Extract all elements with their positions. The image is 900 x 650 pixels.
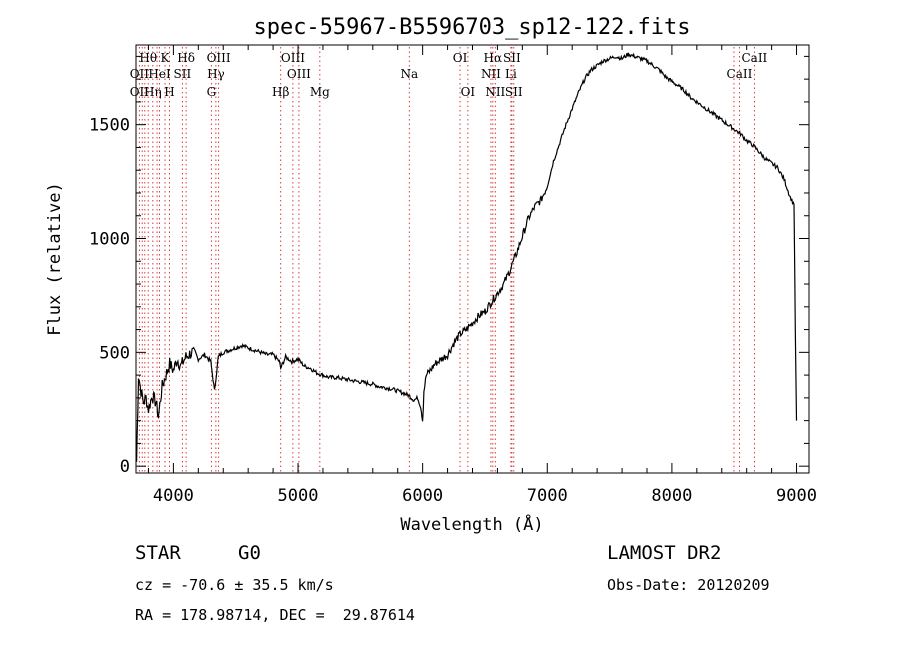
line-label: Hα: [484, 51, 503, 65]
line-label: Mg: [310, 85, 330, 99]
y-axis-ticks: 0 500 1000 1500: [89, 55, 809, 477]
line-label: K: [161, 51, 171, 65]
line-label: SII: [503, 51, 521, 65]
y-axis-label: Flux (relative): [45, 182, 65, 336]
survey-label: LAMOST DR2: [607, 542, 721, 564]
line-label: NII: [485, 85, 505, 99]
line-label: OII: [130, 85, 150, 99]
line-label: NII: [481, 67, 501, 81]
class-label: STAR: [135, 542, 181, 564]
x-axis-label: Wavelength (Å): [400, 513, 543, 535]
line-label: Li: [505, 67, 517, 81]
y-tick-label: 0: [120, 457, 130, 477]
x-tick-label: 7000: [527, 486, 568, 506]
x-tick-label: 6000: [402, 486, 443, 506]
x-tick-label: 9000: [776, 486, 817, 506]
y-tick-label: 1000: [89, 230, 130, 250]
subclass-label: G0: [238, 542, 261, 564]
line-label: OIII: [207, 51, 231, 65]
x-tick-label: 8000: [651, 486, 692, 506]
line-label: Hβ: [272, 85, 289, 99]
redshift-text: cz = -70.6 ± 35.5 km/s: [135, 576, 334, 594]
line-label: CaII: [741, 51, 767, 65]
line-label: Na: [400, 67, 418, 81]
line-label: HeI: [148, 67, 171, 81]
line-label: G: [207, 85, 217, 99]
line-label: OII: [130, 67, 150, 81]
line-label: OI: [453, 51, 468, 65]
x-tick-label: 5000: [278, 486, 319, 506]
y-tick-label: 1500: [89, 116, 130, 136]
line-label: Hη: [144, 85, 162, 99]
coords-text: RA = 178.98714, DEC = 29.87614: [135, 606, 415, 624]
spectrum-series: [136, 52, 798, 462]
chart-title: spec-55967-B5596703_sp12-122.fits: [253, 15, 690, 40]
y-tick-label: 500: [99, 343, 130, 363]
x-axis-ticks: 4000 5000 6000 7000 8000 9000: [147, 45, 817, 506]
emission-line-markers: [138, 47, 755, 473]
obs-date-text: Obs-Date: 20120209: [607, 576, 770, 594]
x-tick-label: 4000: [153, 486, 194, 506]
line-label: SII: [174, 67, 192, 81]
line-label: SII: [505, 85, 523, 99]
line-label: OI: [461, 85, 476, 99]
line-label: Hγ: [207, 67, 225, 81]
line-label: OIII: [281, 51, 305, 65]
line-label: CaII: [727, 67, 753, 81]
line-label: OIII: [287, 67, 311, 81]
line-label: Hθ: [139, 51, 157, 65]
line-label: Hδ: [177, 51, 195, 65]
line-label: H: [164, 85, 174, 99]
